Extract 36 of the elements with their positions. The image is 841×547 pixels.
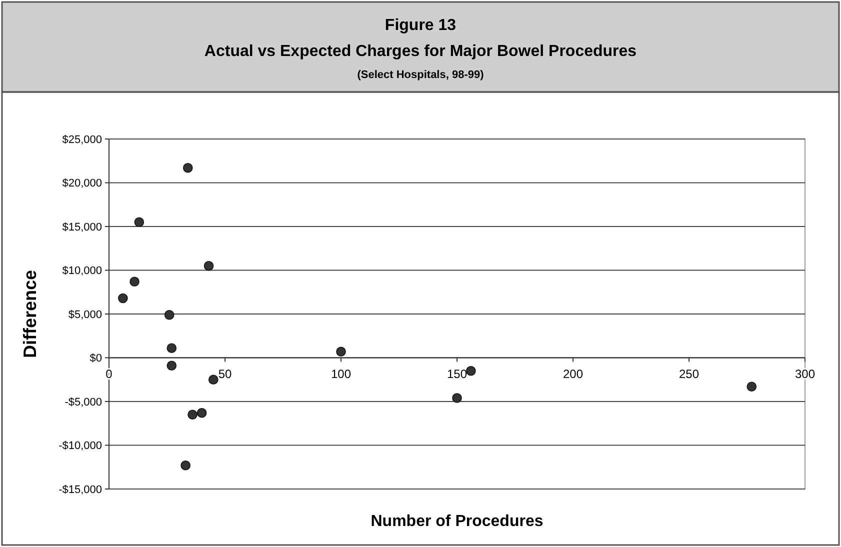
x-tick-label: 200 — [562, 366, 584, 381]
point — [746, 382, 757, 392]
chart-subtitle: Actual vs Expected Charges for Major Bowel Procedures — [204, 43, 637, 60]
y-tick-label: $5,000 — [68, 308, 102, 321]
point — [130, 276, 140, 287]
point — [466, 366, 476, 376]
x-tick-label: 100 — [330, 366, 352, 381]
x-tick-label: 50 — [218, 366, 232, 381]
x-tick-label: 300 — [794, 366, 816, 381]
point — [166, 360, 177, 371]
x-tick-label: 150 — [446, 366, 468, 381]
chart-title: Figure 13 — [384, 17, 456, 34]
point — [452, 393, 462, 403]
point — [204, 260, 214, 271]
y-tick-label: $20,000 — [62, 178, 102, 190]
point — [208, 374, 218, 385]
y-tick-label: -$5,000 — [64, 396, 102, 408]
y-tick-label: $10,000 — [62, 265, 102, 278]
point — [188, 410, 198, 420]
point — [118, 293, 128, 304]
y-tick-label: $0 — [90, 352, 102, 365]
y-axis-title: Difference — [20, 270, 40, 358]
x-tick-label: 250 — [678, 366, 700, 381]
text: (Select Hospitals, 98-99) — [357, 69, 484, 81]
point — [196, 408, 207, 418]
y-tick-label: -$15,000 — [58, 484, 102, 496]
point — [164, 310, 174, 320]
y-tick-label: $15,000 — [62, 221, 102, 234]
point — [166, 343, 177, 354]
point — [134, 217, 144, 228]
y-tick-label: $25,000 — [62, 134, 102, 146]
point — [180, 460, 190, 470]
point — [182, 162, 193, 173]
y-tick-label: -$10,000 — [58, 440, 102, 452]
point — [336, 346, 346, 357]
x-axis-title: Number of Procedures — [370, 513, 544, 530]
